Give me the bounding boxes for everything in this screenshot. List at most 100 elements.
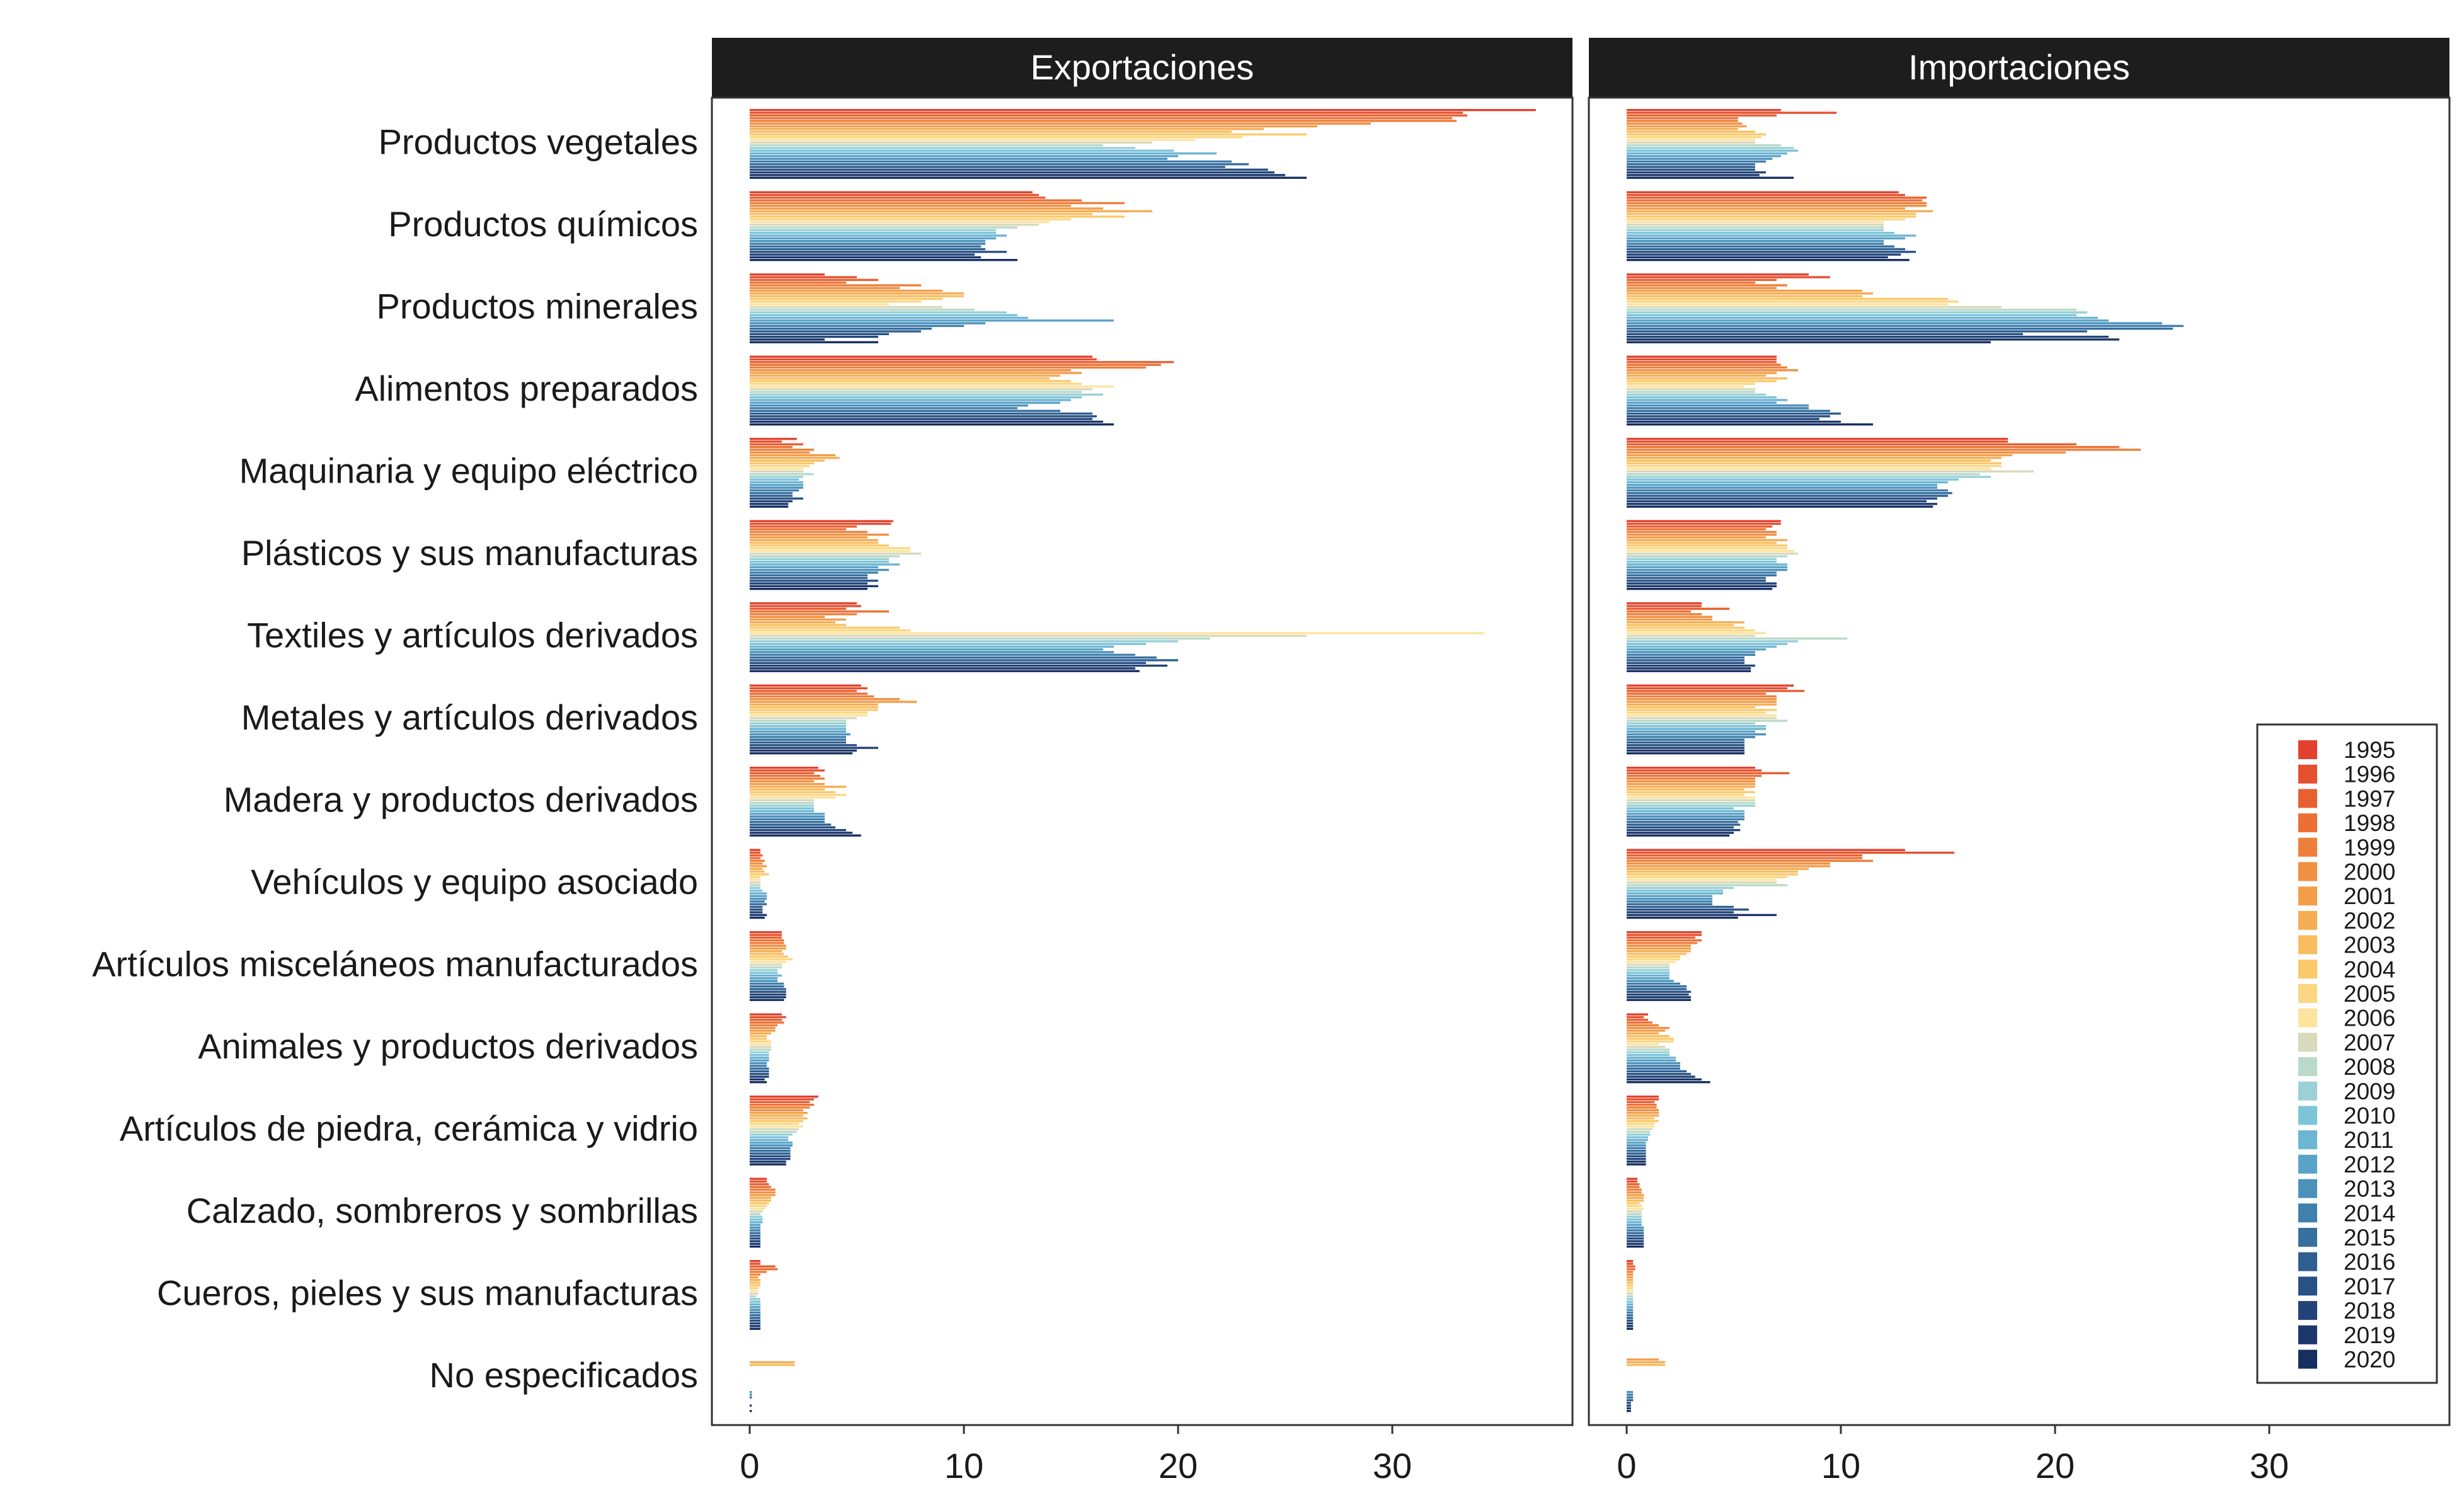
bar-exportaciones-plasticos-y-sus-manufacturas-1996 [750,522,891,525]
bar-importaciones-productos-vegetales-2000 [1627,122,1743,125]
bar-exportaciones-alimentos-preparados-2020 [750,423,1114,426]
bar-importaciones-productos-vegetales-2010 [1627,149,1798,152]
bar-importaciones-alimentos-preparados-2004 [1627,380,1777,382]
bar-exportaciones-madera-y-productos-derivados-2000 [750,780,814,782]
bar-importaciones-maquinaria-y-equipo-electrico-2017 [1627,497,1937,500]
bar-exportaciones-productos-vegetales-2011 [750,152,1217,155]
bar-importaciones-calzado-sombreros-y-sombrillas-2014 [1627,1229,1644,1232]
bar-exportaciones-vehiculos-y-equipo-asociado-2009 [750,886,760,890]
bar-exportaciones-metales-y-articulos-derivados-2018 [750,747,878,749]
bar-exportaciones-textiles-y-articulos-derivados-2016 [750,659,1178,662]
bar-exportaciones-articulos-de-piedra-ceramica-y-vidrio-2008 [750,1130,797,1133]
bar-importaciones-productos-minerales-2015 [1627,328,2173,330]
bar-importaciones-vehiculos-y-equipo-asociado-2018 [1627,911,1734,914]
bar-exportaciones-plasticos-y-sus-manufacturas-2003 [750,541,878,544]
bar-importaciones-cueros-pieles-y-sus-manufacturas-2013 [1627,1309,1634,1311]
bar-exportaciones-articulos-de-piedra-ceramica-y-vidrio-2019 [750,1160,786,1163]
legend-label-1999: 1999 [2344,835,2395,861]
bar-exportaciones-vehiculos-y-equipo-asociado-2011 [750,892,767,895]
bar-importaciones-cueros-pieles-y-sus-manufacturas-2002 [1627,1279,1634,1281]
bar-importaciones-articulos-miscelaneos-manufacturados-2019 [1627,996,1691,999]
bar-importaciones-maquinaria-y-equipo-electrico-2016 [1627,495,1948,497]
bar-exportaciones-productos-vegetales-2000 [750,122,1371,125]
category-label-metales-y-articulos-derivados: Metales y artículos derivados [241,697,698,737]
bar-importaciones-textiles-y-articulos-derivados-2019 [1627,667,1751,670]
bar-importaciones-maquinaria-y-equipo-electrico-1997 [1627,443,2076,445]
category-label-vehiculos-y-equipo-asociado: Vehículos y equipo asociado [251,862,698,902]
bar-importaciones-maquinaria-y-equipo-electrico-2012 [1627,484,1937,486]
bar-importaciones-plasticos-y-sus-manufacturas-2001 [1627,536,1766,539]
bar-importaciones-articulos-de-piedra-ceramica-y-vidrio-2015 [1627,1150,1646,1152]
bar-importaciones-alimentos-preparados-2015 [1627,410,1830,412]
bar-importaciones-vehiculos-y-equipo-asociado-2016 [1627,905,1734,908]
bar-importaciones-plasticos-y-sus-manufacturas-1997 [1627,525,1773,528]
bar-exportaciones-articulos-de-piedra-ceramica-y-vidrio-2005 [750,1123,799,1125]
bar-importaciones-madera-y-productos-derivados-2010 [1627,807,1734,810]
bar-exportaciones-articulos-miscelaneos-manufacturados-1998 [750,939,784,942]
bar-importaciones-animales-y-productos-derivados-1999 [1627,1024,1659,1027]
legend-swatch-2018 [2298,1301,2317,1320]
bar-exportaciones-productos-vegetales-2006 [750,139,1196,141]
bar-exportaciones-articulos-miscelaneos-manufacturados-2007 [750,963,782,966]
bar-exportaciones-productos-quimicos-2006 [750,220,1050,224]
bar-exportaciones-alimentos-preparados-2011 [750,399,1071,401]
bar-importaciones-no-especificados-2002 [1627,1361,1666,1363]
bar-importaciones-vehiculos-y-equipo-asociado-2003 [1627,870,1798,873]
bar-exportaciones-maquinaria-y-equipo-electrico-2001 [750,454,835,457]
bar-exportaciones-productos-vegetales-2015 [750,163,1249,166]
bar-exportaciones-productos-quimicos-2017 [750,251,1007,253]
bar-importaciones-madera-y-productos-derivados-2000 [1627,780,1755,782]
bar-exportaciones-productos-vegetales-2003 [750,130,1232,133]
bar-importaciones-productos-minerales-2017 [1627,333,2023,335]
bar-importaciones-calzado-sombreros-y-sombrillas-1996 [1627,1180,1637,1183]
bar-importaciones-plasticos-y-sus-manufacturas-2010 [1627,561,1777,563]
bar-exportaciones-productos-minerales-2009 [750,311,1007,314]
bar-exportaciones-calzado-sombreros-y-sombrillas-2012 [750,1223,760,1226]
bar-importaciones-alimentos-preparados-2018 [1627,418,1819,420]
bar-importaciones-productos-minerales-2010 [1627,314,2076,316]
bar-importaciones-animales-y-productos-derivados-2013 [1627,1062,1680,1065]
category-label-productos-quimicos: Productos químicos [388,204,698,244]
bar-importaciones-animales-y-productos-derivados-1997 [1627,1019,1648,1021]
bar-importaciones-maquinaria-y-equipo-electrico-2020 [1627,505,1933,508]
bar-exportaciones-productos-minerales-1995 [750,273,825,276]
bar-importaciones-productos-quimicos-2009 [1627,229,1884,232]
panel-title-exportaciones: Exportaciones [1031,47,1254,87]
bar-importaciones-vehiculos-y-equipo-asociado-1996 [1627,851,1955,854]
bar-importaciones-textiles-y-articulos-derivados-1996 [1627,605,1702,607]
bar-exportaciones-maquinaria-y-equipo-electrico-2004 [750,462,814,465]
bar-importaciones-articulos-miscelaneos-manufacturados-2003 [1627,953,1687,955]
bar-exportaciones-metales-y-articulos-derivados-2015 [750,738,846,741]
bar-importaciones-animales-y-productos-derivados-1996 [1627,1016,1644,1019]
bar-exportaciones-productos-vegetales-2005 [750,136,1242,139]
legend-swatch-2001 [2298,886,2317,906]
bar-exportaciones-alimentos-preparados-2003 [750,377,1050,380]
bar-importaciones-metales-y-articulos-derivados-2008 [1627,719,1787,722]
legend-frame [2256,723,2438,1384]
bar-importaciones-alimentos-preparados-1998 [1627,364,1781,366]
category-label-madera-y-productos-derivados: Madera y productos derivados [224,780,698,820]
bar-exportaciones-articulos-de-piedra-ceramica-y-vidrio-1997 [750,1101,810,1103]
bar-exportaciones-textiles-y-articulos-derivados-1999 [750,613,857,616]
bar-importaciones-vehiculos-y-equipo-asociado-2019 [1627,914,1777,917]
bar-exportaciones-alimentos-preparados-1997 [750,361,1174,364]
bar-exportaciones-productos-quimicos-2019 [750,256,982,259]
bar-exportaciones-metales-y-articulos-derivados-2001 [750,701,917,703]
bar-importaciones-maquinaria-y-equipo-electrico-2009 [1627,476,1991,478]
bar-importaciones-animales-y-productos-derivados-2016 [1627,1070,1687,1073]
bar-importaciones-vehiculos-y-equipo-asociado-2009 [1627,886,1734,890]
x-tick-label-20: 20 [1159,1446,1198,1486]
bar-importaciones-productos-quimicos-1998 [1627,199,1923,202]
bar-importaciones-cueros-pieles-y-sus-manufacturas-2019 [1627,1325,1634,1327]
bar-exportaciones-articulos-miscelaneos-manufacturados-2012 [750,977,778,980]
bar-importaciones-articulos-miscelaneos-manufacturados-2015 [1627,985,1687,988]
bar-exportaciones-madera-y-productos-derivados-2002 [750,786,846,788]
legend-label-2006: 2006 [2344,1005,2395,1031]
bar-exportaciones-productos-vegetales-2020 [750,176,1307,179]
bar-importaciones-productos-minerales-2003 [1627,295,1862,297]
bar-exportaciones-vehiculos-y-equipo-asociado-2013 [750,897,767,900]
bar-importaciones-cueros-pieles-y-sus-manufacturas-2011 [1627,1303,1634,1306]
bar-importaciones-plasticos-y-sus-manufacturas-2002 [1627,539,1787,541]
bar-importaciones-productos-minerales-2002 [1627,292,1873,295]
bar-importaciones-animales-y-productos-derivados-2003 [1627,1034,1670,1038]
